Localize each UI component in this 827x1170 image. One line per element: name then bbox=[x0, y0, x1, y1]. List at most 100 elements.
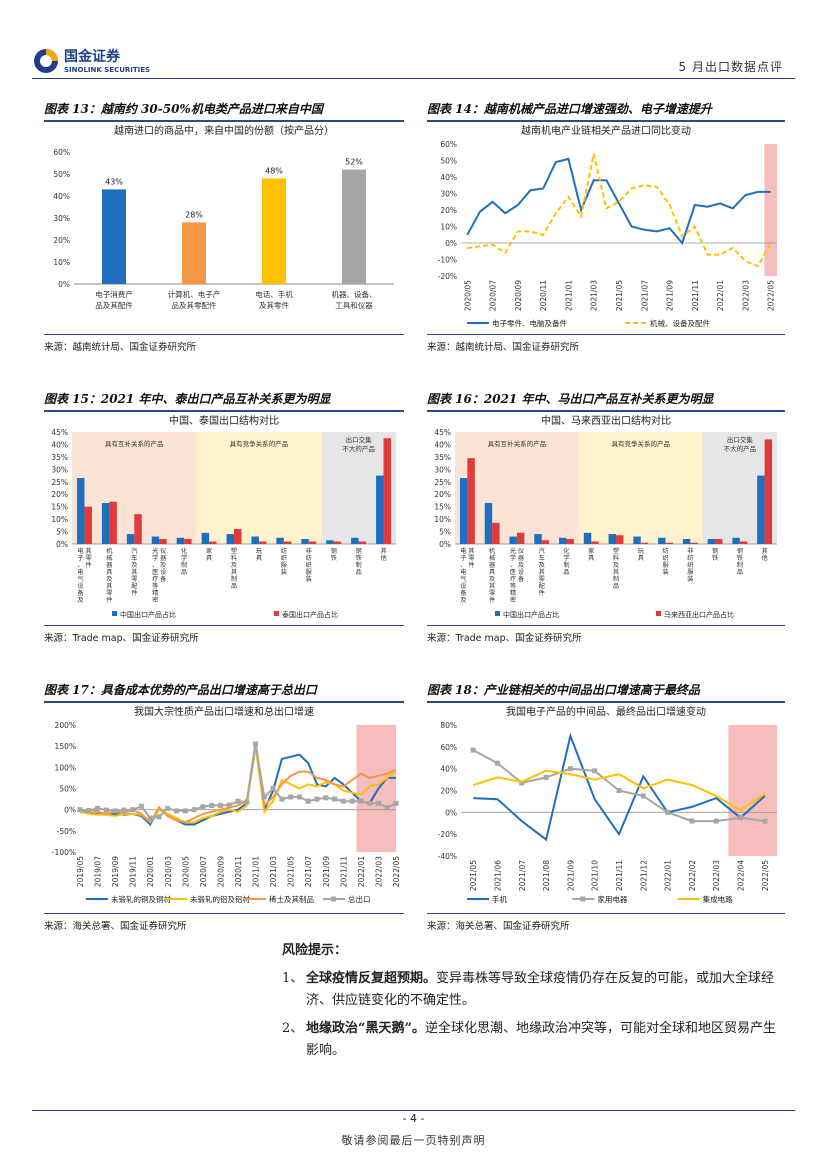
y-tick-label: 40% bbox=[53, 192, 70, 201]
x-tick-label: 2022/03 bbox=[741, 280, 750, 311]
risk-title: 风险提示： bbox=[282, 943, 348, 958]
group-band bbox=[196, 432, 322, 544]
x-tick-label-char: 光 bbox=[152, 547, 158, 555]
bar bbox=[658, 537, 666, 544]
x-tick-label-char: 件 bbox=[468, 561, 474, 569]
group-label: 具有互补关系的产品 bbox=[488, 439, 547, 448]
y-tick-label: 5% bbox=[56, 528, 68, 537]
x-tick-label-char: 、 bbox=[510, 562, 516, 569]
x-tick-label-char: 备 bbox=[77, 589, 84, 597]
x-tick-label-char: 备 bbox=[160, 575, 167, 583]
x-tick-label-char: 电 bbox=[77, 547, 83, 555]
data-point bbox=[543, 774, 549, 780]
x-tick-label-char: 汽 bbox=[539, 547, 545, 555]
y-tick-label: 20% bbox=[51, 490, 68, 499]
x-tick-label-char: 件 bbox=[131, 589, 137, 597]
y-tick-label: -20% bbox=[438, 272, 457, 281]
y-tick-label: 10% bbox=[440, 223, 457, 232]
data-point bbox=[332, 796, 338, 802]
data-point bbox=[616, 788, 622, 793]
y-tick-label: 10% bbox=[51, 515, 68, 524]
x-tick-label-char: 械 bbox=[489, 554, 495, 562]
x-tick-label-char: 铁 bbox=[737, 554, 743, 562]
x-tick-label: 2019/05 bbox=[76, 856, 85, 887]
x-tick-label: 2021/11 bbox=[339, 856, 348, 887]
x-tick-label-char: 、 bbox=[152, 562, 158, 569]
company-logo: 国金证券 SINOLINK SECURITIES bbox=[32, 44, 162, 78]
y-tick-label: -50% bbox=[57, 827, 76, 836]
bar bbox=[209, 541, 217, 544]
bar bbox=[467, 458, 475, 544]
y-tick-label: 15% bbox=[434, 503, 451, 512]
x-tick-label: 2020/11 bbox=[539, 280, 548, 311]
bar bbox=[308, 541, 317, 544]
bar bbox=[591, 541, 599, 544]
x-tick-label-char: 器 bbox=[106, 562, 113, 569]
bar bbox=[126, 534, 135, 544]
bar bbox=[262, 178, 286, 284]
data-point bbox=[713, 818, 719, 824]
x-tick-label-char: 光 bbox=[510, 547, 516, 555]
x-tick-label-char: 纺 bbox=[281, 547, 287, 555]
x-tick-label: 2022/01 bbox=[716, 280, 725, 311]
data-point bbox=[156, 814, 162, 820]
y-tick-label: 200% bbox=[55, 721, 76, 730]
x-tick-label-char: 制 bbox=[563, 561, 569, 569]
x-tick-label-char: 其 bbox=[231, 569, 237, 576]
fig18-chart: 我国电子产品的中间品、最终品出口增速变动 -40% -20% 0% 20% 40% 60% 8… bbox=[427, 703, 785, 908]
bar bbox=[459, 478, 468, 544]
x-tick-label-char: 他 bbox=[380, 554, 386, 562]
logo-cn: 国金证券 bbox=[64, 48, 121, 65]
y-tick-label: 100% bbox=[55, 763, 76, 772]
risk-item-2: 2、 地缘政治“黑天鹅”。逆全球化思潮、地缘政治冲突等，可能对全球和地区贸易产生… bbox=[282, 1018, 788, 1062]
x-tick-label-char: 零 bbox=[539, 576, 545, 583]
data-point bbox=[340, 798, 346, 804]
x-tick-label: 2021/09 bbox=[666, 280, 675, 311]
y-tick-label: 10% bbox=[434, 515, 451, 524]
data-label: 43% bbox=[105, 177, 123, 186]
y-tick-label: 60% bbox=[440, 743, 457, 752]
risk-item-bold: 全球疫情反复超预期。 bbox=[306, 971, 437, 986]
x-tick-label: 2022/03 bbox=[712, 860, 721, 891]
x-tick-label-char: 车 bbox=[539, 554, 545, 562]
series-line bbox=[79, 743, 397, 820]
x-tick-label: 2021/09 bbox=[322, 856, 331, 887]
x-tick-label-char: 纺 bbox=[662, 547, 668, 555]
x-tick-label-char: 他 bbox=[762, 554, 768, 562]
x-tick-label: 2021/12 bbox=[639, 860, 648, 891]
bar bbox=[351, 537, 359, 544]
bar bbox=[326, 540, 334, 544]
x-tick-label-char: 及 bbox=[518, 562, 524, 569]
x-tick-label-char: 医 bbox=[152, 569, 158, 576]
fig13-chart: 越南进口的商品中，来自中国的份额（按产品分） 0% 10% 20% 30% 40% 50% 6… bbox=[44, 122, 404, 332]
x-tick-label-char: 及 bbox=[539, 562, 545, 569]
y-tick-label: -40% bbox=[438, 852, 457, 861]
y-tick-label: 35% bbox=[51, 453, 68, 462]
data-point bbox=[494, 760, 500, 766]
x-tick-label-char: 配 bbox=[539, 583, 545, 590]
x-tick-label: 2019/11 bbox=[129, 856, 138, 887]
x-tick-label-char: 及 bbox=[160, 562, 166, 569]
x-tick-label-char: 学 bbox=[563, 554, 569, 562]
legend-label: 中国出口产品占比 bbox=[120, 610, 176, 619]
x-tick-label: 2021/10 bbox=[591, 860, 600, 891]
x-tick-label-char: 学 bbox=[152, 554, 158, 562]
risk-item-num: 1、 bbox=[282, 971, 304, 986]
x-tick-label: 及其零件 bbox=[259, 300, 289, 310]
data-point bbox=[112, 808, 118, 814]
x-tick-label-char: 具 bbox=[106, 569, 112, 576]
x-tick-label: 2020/07 bbox=[199, 856, 208, 887]
bar bbox=[534, 534, 542, 544]
fig14-caption: 图表 14：越南机械产品进口增速强劲、电子增速提升 bbox=[427, 100, 785, 122]
x-tick-label-char: 及 bbox=[131, 562, 137, 569]
x-tick-label-char: 设 bbox=[460, 582, 466, 590]
x-tick-label-char: 化 bbox=[181, 547, 187, 555]
highlight-region bbox=[728, 725, 777, 856]
x-tick-label: 计算机、电子产 bbox=[168, 289, 221, 299]
legend-label: 家用电器 bbox=[597, 894, 627, 904]
x-tick-label-char: 钢 bbox=[737, 547, 743, 555]
risk-item-text: 变异毒株等导致全球疫情仍存在反复的可能，或加大全球经济、供应链变化的不确定性。 bbox=[306, 971, 775, 1008]
data-point bbox=[349, 798, 355, 804]
x-tick-label-char: 品 bbox=[181, 569, 187, 576]
